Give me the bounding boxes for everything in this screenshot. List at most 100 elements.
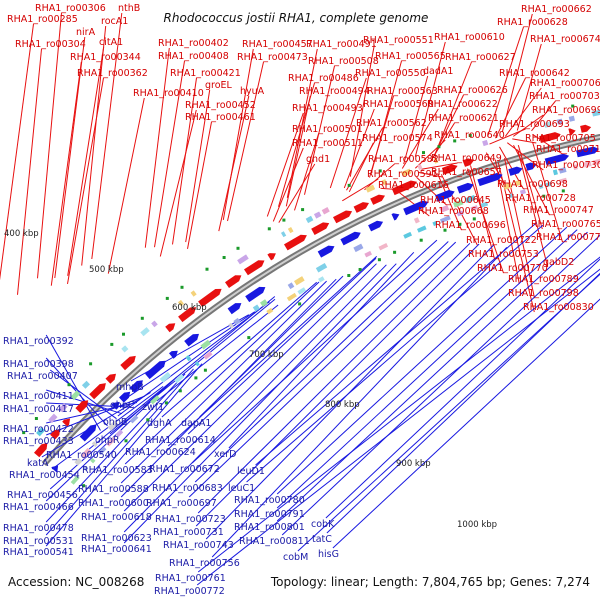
inner-green-marker bbox=[124, 439, 128, 443]
forward-category-block bbox=[140, 327, 150, 337]
forward-gene-label: RHA1_ro00410 bbox=[133, 88, 204, 99]
reverse-gene-arrow bbox=[129, 380, 143, 393]
forward-gene-arrow bbox=[568, 128, 576, 136]
inner-green-marker bbox=[194, 376, 198, 380]
forward-leader-line bbox=[346, 127, 383, 191]
forward-gene-label: RHA1_ro00662 bbox=[521, 4, 592, 15]
forward-gene-label: rocA1 bbox=[101, 16, 128, 27]
forward-category-block bbox=[237, 254, 249, 265]
forward-gene-label: RHA1_ro00508 bbox=[308, 56, 379, 67]
reverse-category-block bbox=[293, 276, 305, 286]
reverse-gene-arrow bbox=[119, 391, 131, 403]
inner-green-marker bbox=[377, 258, 381, 262]
forward-gene-arrow bbox=[333, 210, 353, 224]
reverse-gene-label: cobK bbox=[311, 519, 335, 530]
forward-category-block bbox=[417, 163, 423, 171]
reverse-leader-line bbox=[123, 263, 377, 512]
reverse-leader-line bbox=[156, 304, 279, 402]
reverse-category-block bbox=[453, 199, 464, 208]
forward-gene-label: RHA1_ro00753 bbox=[468, 249, 539, 260]
forward-gene-label: RHA1_ro00362 bbox=[77, 68, 148, 79]
forward-leader-line bbox=[369, 95, 394, 178]
forward-gene-arrow bbox=[311, 222, 330, 235]
forward-gene-label: RHA1_ro00486 bbox=[288, 73, 359, 84]
forward-gene-label: RHA1_ro00626 bbox=[437, 85, 508, 96]
reverse-gene-label: leuC1 bbox=[228, 483, 255, 494]
reverse-gene-label: RHA1_ro00588 bbox=[78, 484, 149, 495]
genome-track-arcs bbox=[41, 133, 600, 467]
forward-category-block bbox=[482, 139, 489, 147]
forward-gene-label: RHA1_ro00457 bbox=[242, 39, 313, 50]
forward-leader-line bbox=[222, 48, 254, 220]
outer-green-marker bbox=[378, 169, 382, 173]
forward-leader-line bbox=[17, 48, 42, 295]
reverse-gene-arrow bbox=[145, 360, 166, 380]
reverse-gene-label: RHA1_ro00411 bbox=[3, 391, 74, 402]
reverse-gene-arrow bbox=[184, 333, 199, 347]
forward-leader-line bbox=[54, 36, 86, 279]
forward-gene-label: RHA1_ro00705 bbox=[525, 133, 596, 144]
forward-leader-line bbox=[531, 100, 556, 132]
reverse-leader-line bbox=[49, 369, 117, 420]
reverse-category-block bbox=[432, 220, 438, 227]
forward-category-block bbox=[81, 380, 91, 389]
forward-gene-arrow bbox=[244, 260, 265, 276]
reverse-category-block bbox=[364, 250, 372, 258]
forward-category-block bbox=[433, 157, 439, 164]
forward-leader-line bbox=[154, 60, 185, 248]
forward-category-block bbox=[151, 320, 158, 328]
forward-leader-line bbox=[159, 109, 197, 257]
forward-gene-label: RHA1_ro00642 bbox=[499, 68, 570, 79]
forward-leader-line bbox=[516, 43, 542, 131]
forward-category-block bbox=[313, 211, 322, 219]
forward-gene-label: RHA1_ro00674 bbox=[530, 34, 600, 45]
reverse-category-block bbox=[106, 436, 117, 447]
outer-green-marker bbox=[422, 151, 425, 155]
forward-gene-label: RHA1_ro00645 bbox=[420, 195, 491, 206]
reverse-gene-label: RHA1_ro00672 bbox=[149, 464, 220, 475]
forward-gene-label: gnd1 bbox=[306, 154, 330, 165]
reverse-category-block bbox=[503, 182, 513, 190]
reverse-gene-label: RHA1_ro00697 bbox=[146, 498, 217, 509]
outer-green-marker bbox=[468, 134, 472, 137]
reverse-gene-label: RHA1_ro00731 bbox=[153, 527, 224, 538]
forward-leader-line bbox=[401, 108, 439, 169]
forward-gene-label: citA1 bbox=[99, 37, 123, 48]
reverse-gene-label: ohpB bbox=[103, 417, 127, 428]
reverse-gene-arrow bbox=[477, 173, 503, 187]
forward-gene-arrow bbox=[391, 180, 417, 196]
forward-leader-line bbox=[67, 46, 105, 276]
forward-gene-arrow bbox=[165, 323, 176, 333]
forward-leader-line bbox=[272, 147, 304, 222]
forward-gene-arrow bbox=[284, 234, 307, 251]
reverse-category-block bbox=[185, 355, 192, 362]
reverse-leader-line bbox=[194, 241, 449, 483]
reverse-gene-label: RHA1_ro00541 bbox=[3, 547, 74, 558]
inner-green-marker bbox=[178, 389, 182, 393]
reverse-category-block bbox=[98, 446, 107, 455]
outer-green-marker bbox=[301, 208, 305, 212]
forward-gene-label: RHA1_ro00706 bbox=[530, 78, 600, 89]
reverse-gene-label: dapA1 bbox=[181, 418, 211, 429]
outer-green-marker bbox=[89, 362, 93, 366]
reverse-gene-label: RHA1_ro00623 bbox=[81, 533, 152, 544]
forward-gene-arrow bbox=[34, 442, 48, 458]
reverse-leader-line bbox=[45, 363, 203, 547]
reverse-leader-line bbox=[197, 242, 471, 514]
forward-leader-line bbox=[504, 87, 542, 137]
reverse-leader-line bbox=[117, 301, 270, 417]
reverse-gene-label: leuD1 bbox=[237, 466, 265, 477]
kbp-ticks: 400 kbp 500 kbp 600 kbp 700 kbp 800 kbp 900 k… bbox=[4, 229, 497, 530]
forward-category-block bbox=[365, 184, 376, 193]
reverse-gene-arrow bbox=[525, 162, 537, 171]
forward-gene-label: RHA1_ro00551 bbox=[363, 35, 434, 46]
forward-gene-label: RHA1_ro00696 bbox=[435, 220, 506, 231]
forward-category-block bbox=[177, 299, 184, 307]
inner-green-marker bbox=[82, 484, 86, 488]
reverse-gene-label: RHA1_ro00624 bbox=[125, 447, 196, 458]
forward-category-block bbox=[36, 427, 46, 437]
reverse-leader-lines bbox=[41, 222, 600, 586]
reverse-category-block bbox=[508, 193, 513, 199]
inner-green-marker bbox=[458, 222, 462, 226]
forward-category-block bbox=[70, 390, 81, 401]
